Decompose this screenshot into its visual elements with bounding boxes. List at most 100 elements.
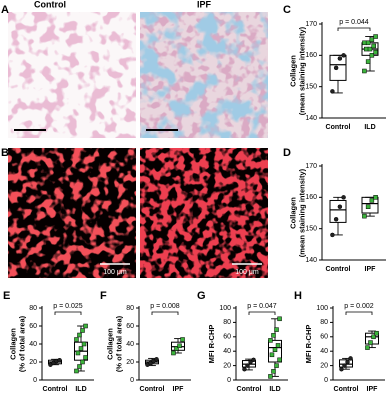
data-point — [337, 56, 343, 61]
y-tick-label: 80 — [126, 305, 134, 312]
data-point — [154, 357, 159, 362]
y-tick-label: 0 — [324, 377, 328, 384]
y-tick-label: 40 — [223, 348, 231, 355]
scale-label: 100 μm — [235, 269, 259, 276]
data-point — [80, 328, 85, 333]
data-point — [362, 40, 367, 46]
data-point — [271, 333, 276, 338]
data-point — [177, 343, 182, 349]
y-tick-label: 20 — [320, 362, 328, 369]
panel-label: D — [283, 147, 291, 159]
y-tick-label: 40 — [320, 348, 328, 355]
box — [361, 196, 379, 214]
p-value: p = 0.047 — [247, 303, 276, 310]
data-point — [242, 366, 247, 372]
data-point — [268, 338, 273, 343]
data-point — [371, 334, 376, 340]
y-tick-label: 20 — [126, 359, 134, 366]
panel-label: B — [1, 147, 9, 159]
y-axis-label: Collagen — [288, 55, 297, 87]
data-point — [339, 366, 344, 372]
data-point — [371, 43, 376, 49]
y-axis-label: (% of total area) — [17, 315, 26, 372]
data-point — [83, 355, 88, 360]
data-point — [251, 357, 256, 363]
data-point — [369, 37, 375, 42]
y-tick-label: 60 — [223, 334, 231, 341]
data-point — [274, 363, 279, 368]
data-point — [171, 350, 176, 356]
data-point — [373, 34, 378, 39]
y-axis-label: (mean staining intensity) — [297, 26, 306, 115]
x-tick-label: IPF — [367, 386, 379, 393]
y-tick-label: 20 — [29, 359, 37, 366]
y-axis-label: Collagen — [8, 328, 17, 360]
x-tick-label: ILD — [75, 386, 86, 393]
data-point — [269, 352, 275, 358]
data-point — [367, 46, 373, 52]
y-axis-label: MFI R-CHP — [304, 325, 313, 364]
y-tick-label: 80 — [29, 305, 37, 312]
significance-bracket — [337, 27, 371, 31]
data-point — [337, 204, 343, 209]
x-tick-label: ILD — [269, 386, 280, 393]
data-point — [74, 337, 79, 342]
data-point — [77, 364, 82, 369]
y-tick-label: 170 — [305, 163, 317, 170]
y-tick-label: 80 — [223, 319, 231, 326]
data-point — [180, 337, 185, 342]
y-tick-label: 40 — [126, 341, 134, 348]
data-point — [341, 53, 346, 58]
data-point — [330, 89, 335, 94]
data-point — [245, 363, 250, 368]
micrograph-control — [8, 148, 136, 278]
p-value: p = 0.025 — [53, 303, 82, 310]
data-point — [277, 357, 282, 363]
y-axis-label: Collagen — [105, 328, 114, 360]
data-point — [74, 368, 79, 374]
x-tick-label: ILD — [364, 124, 375, 131]
panel-label: H — [294, 290, 302, 302]
data-point — [365, 59, 371, 64]
data-point — [374, 330, 379, 336]
x-tick-label: IPF — [173, 386, 185, 393]
y-axis-label: (% of total area) — [114, 315, 123, 372]
data-point — [369, 198, 375, 203]
y-tick-label: 160 — [305, 194, 317, 201]
y-tick-label: 60 — [126, 323, 134, 330]
data-point — [365, 40, 371, 46]
image-title: IPF — [197, 0, 212, 9]
data-point — [362, 68, 367, 74]
data-point — [362, 213, 367, 219]
panel-label: E — [3, 290, 10, 302]
data-point — [272, 347, 278, 353]
y-tick-label: 140 — [305, 257, 317, 264]
panel-label: F — [100, 290, 107, 302]
data-point — [330, 232, 335, 238]
y-tick-label: 60 — [320, 334, 328, 341]
data-point — [274, 327, 279, 332]
data-point — [369, 53, 375, 58]
y-tick-label: 0 — [130, 377, 134, 384]
panel-label: C — [283, 4, 291, 16]
y-tick-label: 100 — [316, 305, 328, 312]
data-point — [174, 346, 179, 351]
p-value: p = 0.044 — [339, 19, 368, 26]
data-point — [365, 345, 370, 350]
p-value: p = 0.002 — [344, 303, 373, 310]
y-tick-label: 20 — [223, 362, 231, 369]
y-tick-label: 60 — [29, 323, 37, 330]
y-axis-label: (mean staining intensity) — [297, 168, 306, 257]
data-point — [341, 195, 346, 200]
x-tick-label: Control — [237, 386, 262, 393]
box — [329, 199, 347, 223]
data-point — [368, 340, 373, 345]
data-point — [78, 346, 84, 351]
panel-label: G — [197, 290, 206, 302]
y-tick-label: 150 — [305, 226, 317, 233]
data-point — [348, 356, 353, 361]
box — [268, 339, 282, 363]
x-tick-label: IPF — [365, 266, 377, 273]
